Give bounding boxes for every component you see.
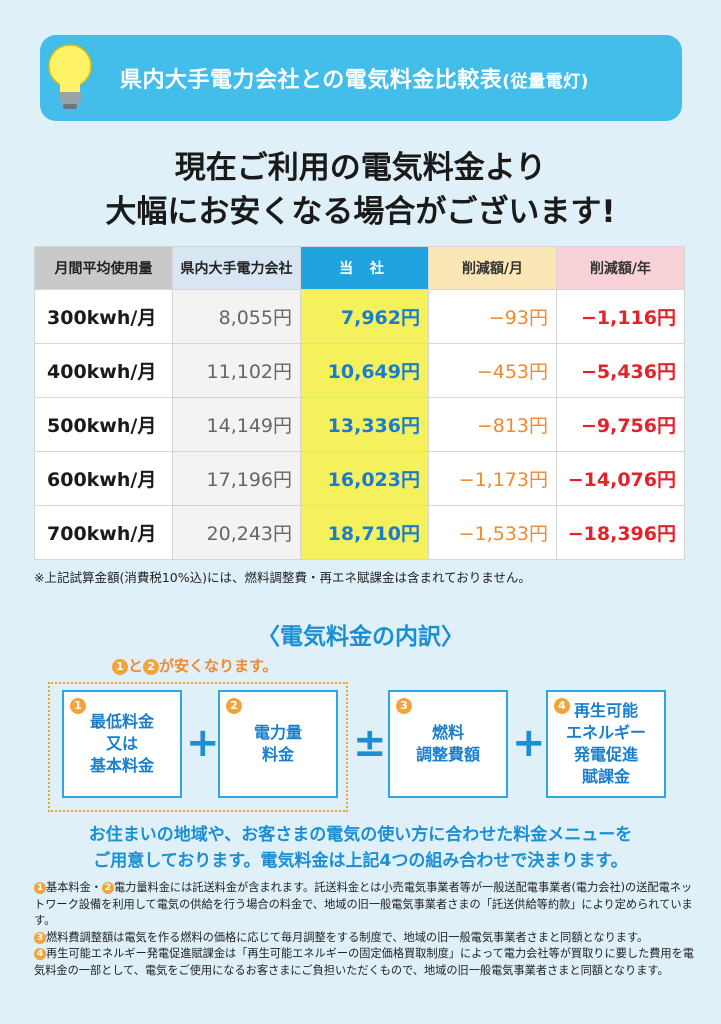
cell-our-price: 7,962円	[300, 289, 429, 344]
table-header-row: 月間平均使用量 県内大手電力会社 当 社 削減額/月 削減額/年	[34, 246, 685, 290]
cell-monthly-savings: −1,173円	[428, 451, 557, 506]
col-header-yearly-savings: 削減額/年	[556, 246, 685, 290]
number-badge: 4	[554, 698, 570, 714]
comparison-table: 月間平均使用量 県内大手電力会社 当 社 削減額/月 削減額/年 300kwh/…	[34, 246, 685, 560]
number-badge: 1	[70, 698, 86, 714]
cell-usage: 700kwh/月	[34, 505, 173, 560]
table-footnote: ※上記試算金額(消費税10%込)には、燃料調整費・再エネ賦課金は含まれておりませ…	[34, 570, 531, 585]
headline-line1: 現在ご利用の電気料金より	[174, 150, 547, 186]
cell-yearly-savings: −1,116円	[556, 289, 685, 344]
cell-usage: 400kwh/月	[34, 343, 173, 398]
cheaper-note: 1 と 2 が安くなります。	[112, 655, 278, 676]
plus-minus-operator: ±	[353, 720, 387, 766]
note-1: 1 基本料金・ 2 電力量料金には託送料金が含まれます。託送料金とは小売電気事業者等が…	[34, 880, 694, 930]
cell-major-price: 14,149円	[172, 397, 301, 452]
note-4: 4 再生可能エネルギー発電促進賦課金は「再生可能エネルギーの固定価格買取制度」によ…	[34, 946, 694, 979]
cell-yearly-savings: −18,396円	[556, 505, 685, 560]
cell-usage: 500kwh/月	[34, 397, 173, 452]
cell-yearly-savings: −14,076円	[556, 451, 685, 506]
col-header-major-company: 県内大手電力会社	[172, 246, 301, 290]
breakdown-title: 〈電気料金の内訳〉	[257, 624, 464, 650]
number-badge-2: 2	[101, 882, 114, 894]
notes: 1 基本料金・ 2 電力量料金には託送料金が含まれます。託送料金とは小売電気事業者等が…	[34, 880, 694, 979]
cell-major-price: 8,055円	[172, 289, 301, 344]
cell-monthly-savings: −813円	[428, 397, 557, 452]
table-row: 700kwh/月 20,243円 18,710円 −1,533円 −18,396…	[34, 505, 685, 560]
number-badge: 2	[226, 698, 242, 714]
note-4-text: 再生可能エネルギー発電促進賦課金は「再生可能エネルギーの固定価格買取制度」によっ…	[34, 947, 694, 977]
cell-yearly-savings: −9,756円	[556, 397, 685, 452]
cell-our-price: 16,023円	[300, 451, 429, 506]
plus-operator: +	[186, 720, 220, 766]
cell-monthly-savings: −93円	[428, 289, 557, 344]
headline-line2: 大幅にお安くなる場合がございます!	[105, 194, 616, 230]
table-row: 500kwh/月 14,149円 13,336円 −813円 −9,756円	[34, 397, 685, 452]
note-1-mid: 基本料金・	[46, 881, 102, 894]
cell-monthly-savings: −453円	[428, 343, 557, 398]
cheaper-note-mid: と	[128, 657, 144, 675]
fee-box-basic: 1 最低料金 又は 基本料金	[62, 690, 182, 798]
cell-our-price: 13,336円	[300, 397, 429, 452]
cell-major-price: 17,196円	[172, 451, 301, 506]
col-header-usage: 月間平均使用量	[34, 246, 173, 290]
cheaper-note-end: が安くなります。	[159, 657, 278, 675]
headline: 現在ご利用の電気料金より 大幅にお安くなる場合がございます!	[0, 146, 721, 234]
number-badge-1: 1	[112, 658, 128, 675]
header-banner	[40, 35, 682, 121]
fee-label: 再生可能 エネルギー 発電促進 賦課金	[565, 701, 646, 786]
number-badge-3: 3	[34, 931, 46, 944]
table-row: 400kwh/月 11,102円 10,649円 −453円 −5,436円	[34, 343, 685, 398]
fee-label: 最低料金 又は 基本料金	[89, 712, 154, 775]
table-row: 600kwh/月 17,196円 16,023円 −1,173円 −14,076…	[34, 451, 685, 506]
fee-box-energy: 2 電力量 料金	[218, 690, 338, 798]
cell-our-price: 10,649円	[300, 343, 429, 398]
number-badge: 3	[396, 698, 412, 714]
light-bulb-icon	[48, 44, 92, 109]
header-title: 県内大手電力会社との電気料金比較表(従量電灯)	[120, 62, 680, 94]
cell-major-price: 20,243円	[172, 505, 301, 560]
cell-usage: 300kwh/月	[34, 289, 173, 344]
number-badge-4: 4	[34, 948, 46, 960]
number-badge-1: 1	[34, 882, 46, 894]
fee-label: 電力量 料金	[253, 723, 302, 764]
cell-monthly-savings: −1,533円	[428, 505, 557, 560]
fee-box-fuel: 3 燃料 調整費額	[388, 690, 508, 798]
cell-yearly-savings: −5,436円	[556, 343, 685, 398]
table-row: 300kwh/月 8,055円 7,962円 −93円 −1,116円	[34, 289, 685, 344]
fee-box-renewable: 4 再生可能 エネルギー 発電促進 賦課金	[546, 690, 666, 798]
col-header-our-company: 当 社	[300, 246, 429, 290]
cheaper-items-frame	[48, 682, 348, 812]
number-badge-2: 2	[143, 658, 160, 675]
fee-label: 燃料 調整費額	[415, 723, 480, 764]
note-3: 3 燃料費調整額は電気を作る燃料の価格に応じて毎月調整をする制度で、地域の旧一般電…	[34, 930, 694, 947]
col-header-monthly-savings: 削減額/月	[428, 246, 557, 290]
cell-our-price: 18,710円	[300, 505, 429, 560]
note-3-text: 燃料費調整額は電気を作る燃料の価格に応じて毎月調整をする制度で、地域の旧一般電気…	[46, 930, 649, 944]
plus-operator: +	[512, 720, 546, 766]
header-title-sub: (従量電灯)	[502, 72, 589, 92]
cell-major-price: 11,102円	[172, 343, 301, 398]
header-title-main: 県内大手電力会社との電気料金比較表	[120, 68, 503, 93]
menu-description: お住まいの地域や、お客さまの電気の使い方に合わせた料金メニューを ご用意しており…	[88, 825, 633, 871]
cell-usage: 600kwh/月	[34, 451, 173, 506]
note-1-text: 電力量料金には託送料金が含まれます。託送料金とは小売電気事業者等が一般送配電事業…	[34, 881, 693, 927]
